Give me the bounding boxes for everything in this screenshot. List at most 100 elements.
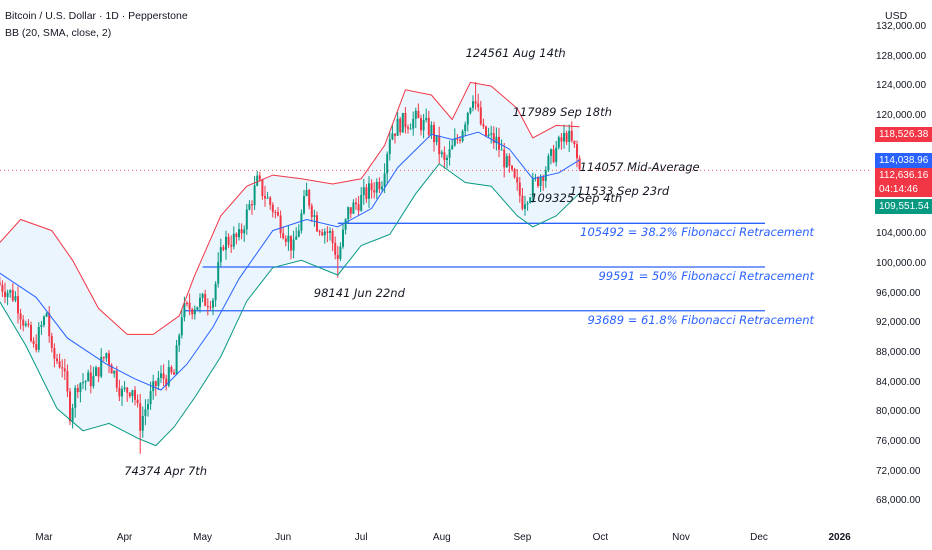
candle-body xyxy=(201,293,204,298)
candle-body xyxy=(58,361,61,368)
bollinger-lower-band xyxy=(0,163,580,447)
price-axis-tag[interactable]: 04:14:46 xyxy=(875,182,932,197)
candle-body xyxy=(295,236,298,240)
candle-body xyxy=(342,229,344,247)
candle-body xyxy=(563,132,565,142)
candle-body xyxy=(105,353,108,359)
candle-body xyxy=(258,175,261,180)
price-axis-tag[interactable]: 114,038.96 xyxy=(875,153,932,168)
candle-body xyxy=(310,205,313,217)
candle-body xyxy=(282,233,285,239)
candle-body xyxy=(123,387,126,390)
candle-body xyxy=(154,381,157,386)
candle-body xyxy=(256,175,259,186)
time-tick-label: Nov xyxy=(672,532,690,543)
candle-body xyxy=(547,155,550,171)
candle-body xyxy=(492,133,495,143)
candle-body xyxy=(511,165,513,170)
candle-body xyxy=(474,101,477,104)
candle-body xyxy=(108,353,110,365)
candle-body xyxy=(284,238,287,242)
candle-body xyxy=(539,177,542,186)
candle-body xyxy=(188,302,191,310)
candle-body xyxy=(412,118,415,129)
candle-body xyxy=(40,325,43,327)
candle-body xyxy=(292,239,295,251)
candle-body xyxy=(573,140,576,145)
candle-body xyxy=(245,209,248,230)
candle-body xyxy=(365,187,368,199)
candle-body xyxy=(97,367,100,377)
candle-body xyxy=(219,247,222,263)
candle-body xyxy=(147,404,149,410)
candle-body xyxy=(61,367,64,369)
candle-body xyxy=(313,215,316,217)
bollinger-band-fill xyxy=(0,82,580,446)
candle-body xyxy=(485,126,487,137)
price-axis-tag[interactable]: 118,526.38 xyxy=(875,127,932,142)
candle-body xyxy=(222,247,225,250)
candle-body xyxy=(128,392,131,397)
annotation-label: 109325 Sep 4th xyxy=(530,190,623,205)
candle-body xyxy=(297,230,300,237)
candle-body xyxy=(570,130,573,141)
candle-body xyxy=(0,282,1,285)
candle-body xyxy=(503,149,506,168)
price-axis-tag[interactable]: 112,636.16 xyxy=(875,168,932,183)
candle-body xyxy=(121,389,123,397)
candle-body xyxy=(69,391,71,422)
annotation-label: 114057 Mid-Average xyxy=(579,159,700,174)
time-tick-label: Dec xyxy=(750,532,768,543)
candle-body xyxy=(399,118,402,133)
candle-body xyxy=(230,244,233,247)
candle-body xyxy=(170,367,173,373)
candle-body xyxy=(217,262,220,284)
time-tick-label: May xyxy=(193,532,213,543)
price-axis-panel[interactable] xyxy=(872,0,932,550)
indicator-legend[interactable]: BB (20, SMA, close, 2) xyxy=(5,27,112,39)
candle-body xyxy=(89,372,92,387)
candle-body xyxy=(6,292,9,297)
currency-label[interactable]: USD xyxy=(885,10,908,22)
candle-body xyxy=(407,127,409,129)
candle-body xyxy=(183,302,186,318)
candle-body xyxy=(521,195,524,209)
candle-body xyxy=(100,356,103,377)
candle-body xyxy=(165,378,168,386)
candle-body xyxy=(349,207,352,214)
price-tick-label: 72,000.00 xyxy=(876,465,921,477)
candle-body xyxy=(82,382,84,384)
time-tick-label: Apr xyxy=(116,532,133,543)
candle-body xyxy=(199,298,201,307)
candle-body xyxy=(37,327,40,350)
candle-body xyxy=(477,103,480,108)
candle-body xyxy=(344,219,347,230)
candle-body xyxy=(253,185,256,206)
candle-body xyxy=(448,149,451,158)
candle-body xyxy=(451,145,454,150)
candle-body xyxy=(79,383,82,393)
candle-body xyxy=(196,307,199,310)
fib-label: 93689 = 61.8% Fibonacci Retracement xyxy=(587,312,814,327)
candle-body xyxy=(446,157,448,160)
candle-body xyxy=(274,212,277,214)
candle-body xyxy=(248,204,251,210)
chart-title: Bitcoin / U.S. Dollar · 1D · Pepperstone xyxy=(5,10,188,22)
candle-body xyxy=(84,381,87,383)
candle-body xyxy=(329,231,331,233)
candle-body xyxy=(136,399,139,404)
price-axis-tag[interactable]: 109,551.54 xyxy=(875,199,932,214)
candle-body xyxy=(378,182,381,190)
time-tick-label: Aug xyxy=(432,532,451,543)
candle-body xyxy=(30,325,32,341)
time-tick-label: 2026 xyxy=(828,532,851,543)
candle-body xyxy=(22,319,25,326)
candle-body xyxy=(375,182,378,193)
annotation-label: 98141 Jun 22nd xyxy=(313,285,405,300)
candle-body xyxy=(251,204,253,206)
candle-body xyxy=(212,300,214,308)
price-tick-label: 84,000.00 xyxy=(876,376,921,388)
candle-body xyxy=(459,139,461,141)
candle-body xyxy=(453,138,456,146)
